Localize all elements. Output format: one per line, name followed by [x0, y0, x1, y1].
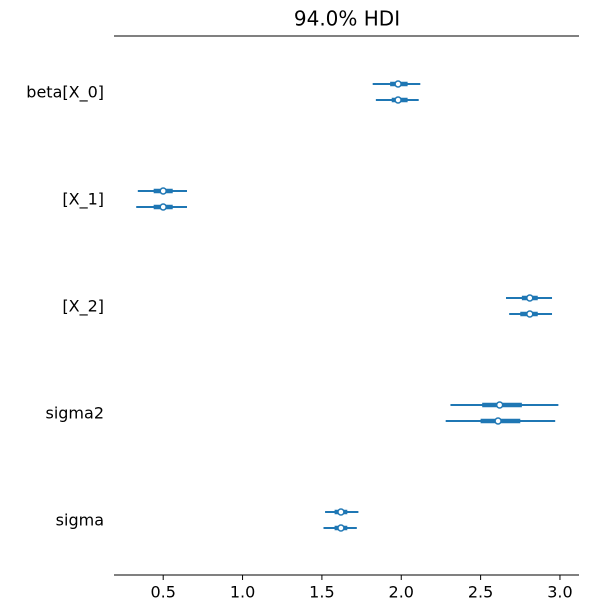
median-point — [337, 508, 345, 516]
median-point — [159, 187, 167, 195]
median-point — [526, 310, 534, 318]
median-point — [394, 80, 402, 88]
median-point — [494, 417, 502, 425]
y-tick-label: [X_1] — [62, 190, 104, 210]
median-point — [394, 96, 402, 104]
median-point — [495, 401, 504, 409]
y-tick-label: [X_2] — [62, 297, 104, 317]
x-tick-label: 2.0 — [389, 583, 414, 602]
y-tick-label: sigma2 — [45, 404, 104, 423]
x-tick-label: 2.5 — [468, 583, 493, 602]
x-tick-label: 3.0 — [547, 583, 572, 602]
median-point — [526, 294, 534, 302]
x-tick-label: 1.5 — [309, 583, 334, 602]
median-point — [337, 524, 345, 532]
x-tick-label: 1.0 — [230, 583, 255, 602]
x-tick-label: 0.5 — [150, 583, 175, 602]
y-tick-label: sigma — [56, 511, 104, 530]
chart-title: 94.0% HDI — [294, 7, 400, 31]
median-point — [159, 203, 167, 211]
y-tick-label: beta[X_0] — [26, 83, 104, 103]
